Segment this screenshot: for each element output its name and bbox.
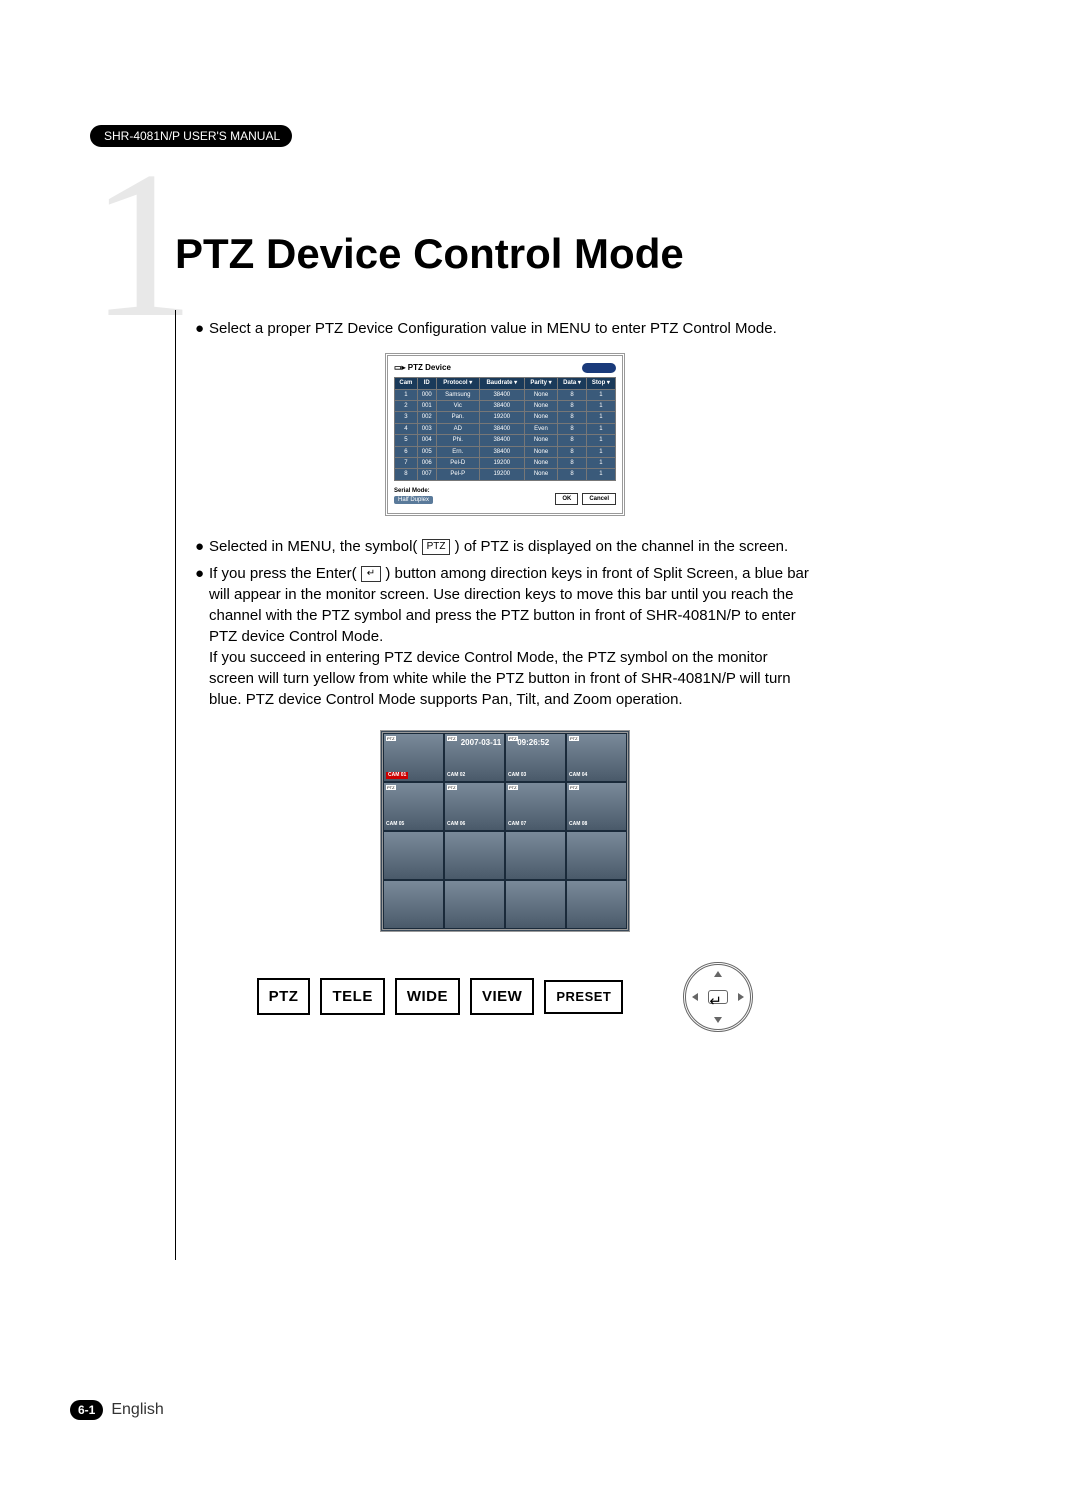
table-row: 4003AD38400Even81	[395, 423, 616, 434]
tele-button[interactable]: TELE	[320, 978, 384, 1015]
cell-cam-label: CAM 03	[508, 772, 526, 779]
enter-symbol-inline: ↵	[361, 566, 381, 582]
table-row: 3002Pan.19200None81	[395, 412, 616, 423]
monitor-cell	[566, 831, 627, 880]
monitor-cell	[444, 831, 505, 880]
control-row: PTZ TELE WIDE VIEW PRESET ↵	[195, 962, 815, 1032]
table-row: 7006Pel-D19200None81	[395, 457, 616, 468]
samsung-logo	[582, 363, 616, 373]
ok-button[interactable]: OK	[555, 493, 578, 505]
cell-ptz-badge: PTZ	[386, 785, 396, 791]
bullet-3: ● If you press the Enter( ↵ ) button amo…	[195, 563, 815, 710]
cell-cam-label: CAM 04	[569, 772, 587, 779]
ptz-col-header: Cam	[395, 378, 418, 389]
bullet-2b: ) of PTZ is displayed on the channel in …	[455, 538, 789, 555]
ptz-col-header: ID	[417, 378, 436, 389]
cell-cam-label: CAM 07	[508, 821, 526, 828]
bullet-1: ● Select a proper PTZ Device Configurati…	[195, 318, 815, 339]
bullet-3a: If you press the Enter(	[209, 565, 357, 582]
preset-button[interactable]: PRESET	[544, 980, 623, 1014]
monitor-cell: PTZ CAM 08	[566, 782, 627, 831]
ptz-fig-title: PTZ Device	[408, 363, 451, 372]
dpad-up-icon[interactable]	[714, 971, 722, 977]
page-title: PTZ Device Control Mode	[175, 230, 684, 278]
language-label: English	[111, 1401, 163, 1419]
vertical-rule	[175, 310, 176, 1260]
bullet-1-text: Select a proper PTZ Device Configuration…	[209, 318, 815, 339]
cell-ptz-badge: PTZ	[508, 785, 518, 791]
bullet-2: ● Selected in MENU, the symbol( PTZ ) of…	[195, 536, 815, 557]
table-row: 2001Vic38400None81	[395, 400, 616, 411]
monitor-cell: PTZ CAM 05	[383, 782, 444, 831]
dpad-right-icon[interactable]	[738, 993, 744, 1001]
ptz-col-header: Data ▾	[558, 378, 587, 389]
monitor-time: 09:26:52	[517, 737, 549, 748]
wide-button[interactable]: WIDE	[395, 978, 460, 1015]
monitor-cell: PTZ CAM 06	[444, 782, 505, 831]
dpad-down-icon[interactable]	[714, 1017, 722, 1023]
table-row: 5004Phi.38400None81	[395, 435, 616, 446]
ptz-col-header: Stop ▾	[586, 378, 615, 389]
direction-pad[interactable]: ↵	[683, 962, 753, 1032]
ptz-col-header: Baudrate ▾	[479, 378, 524, 389]
cell-cam-label: CAM 06	[447, 821, 465, 828]
cell-cam-label: CAM 02	[447, 772, 465, 779]
monitor-date: 2007-03-11	[461, 737, 501, 748]
bullet-2a: Selected in MENU, the symbol(	[209, 538, 417, 555]
monitor-cell	[566, 880, 627, 929]
footer: 6-1 English	[70, 1400, 164, 1420]
monitor-cell	[383, 880, 444, 929]
cell-ptz-badge: PTZ	[447, 785, 457, 791]
serial-mode-label: Serial Mode:	[394, 487, 433, 495]
ptz-device-figure: ▭▸ PTZ Device CamIDProtocol ▾Baudrate ▾P…	[385, 353, 625, 516]
ptz-config-table: CamIDProtocol ▾Baudrate ▾Parity ▾Data ▾S…	[394, 377, 616, 481]
monitor-cell	[505, 831, 566, 880]
content-area: ● Select a proper PTZ Device Configurati…	[195, 318, 815, 1032]
cell-ptz-badge: PTZ	[569, 785, 579, 791]
dpad-left-icon[interactable]	[692, 993, 698, 1001]
ptz-button[interactable]: PTZ	[257, 978, 311, 1015]
bullet-3c: If you succeed in entering PTZ device Co…	[209, 649, 791, 708]
table-row: 6005Ern.38400None81	[395, 446, 616, 457]
monitor-cell	[505, 880, 566, 929]
page-number-badge: 6-1	[70, 1400, 103, 1420]
ptz-col-header: Protocol ▾	[436, 378, 479, 389]
cell-cam-label: CAM 01	[386, 772, 408, 779]
serial-mode-value: Half Duplex	[394, 496, 433, 504]
monitor-cell	[383, 831, 444, 880]
ptz-col-header: Parity ▾	[524, 378, 557, 389]
table-row: 8007Pel-P19200None81	[395, 469, 616, 480]
cancel-button[interactable]: Cancel	[582, 493, 616, 505]
cell-cam-label: CAM 05	[386, 821, 404, 828]
table-row: 1000Samsung38400None81	[395, 389, 616, 400]
monitor-screenshot: 2007-03-11 09:26:52 PTZCAM 01PTZCAM 02PT…	[380, 730, 630, 932]
view-button[interactable]: VIEW	[470, 978, 534, 1015]
monitor-cell: PTZ CAM 07	[505, 782, 566, 831]
dpad-enter-icon[interactable]: ↵	[708, 990, 728, 1004]
ptz-symbol-inline: PTZ	[422, 539, 451, 555]
monitor-cell	[444, 880, 505, 929]
cell-cam-label: CAM 08	[569, 821, 587, 828]
